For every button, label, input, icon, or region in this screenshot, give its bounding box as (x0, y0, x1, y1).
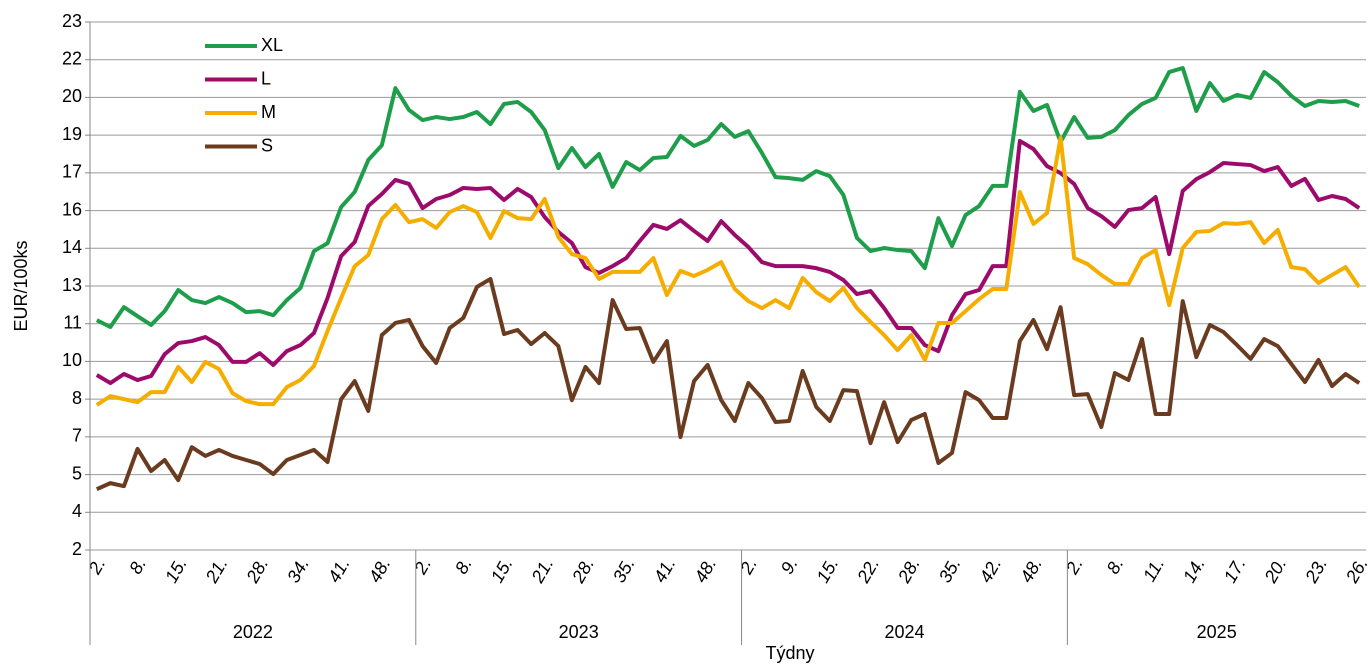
y-tick-label: 17 (62, 162, 82, 182)
x-tick-label: 22. (853, 554, 883, 587)
series-line (95, 138, 1361, 386)
y-tick-label: 16 (62, 199, 82, 219)
x-tick-label: 48. (365, 554, 395, 586)
y-tick-label: 8 (72, 388, 82, 408)
x-tick-label: 9. (777, 554, 802, 577)
x-tick-label: 26. (1341, 554, 1368, 587)
x-axis-label: Týdny (765, 643, 814, 663)
x-tick-label: 23. (1301, 554, 1331, 587)
x-tick-label: 35. (609, 554, 639, 586)
series-line (95, 66, 1360, 329)
x-tick-label: 28. (568, 554, 598, 587)
y-tick-label: 10 (62, 350, 82, 370)
series-line (95, 276, 1361, 491)
y-tick-label: 13 (62, 275, 82, 295)
legend-label: M (261, 102, 276, 122)
y-tick-label: 14 (62, 237, 82, 257)
x-tick-label: 11. (1139, 554, 1168, 585)
x-group-label: 2025 (1197, 622, 1237, 642)
x-tick-label: 28. (242, 554, 272, 587)
x-tick-label: 2. (736, 554, 761, 578)
x-group-label: 2024 (884, 622, 924, 642)
x-tick-label: 15. (161, 554, 191, 586)
legend-label: XL (261, 35, 283, 55)
x-tick-label: 41. (324, 554, 354, 586)
legend-label: L (261, 68, 271, 88)
x-tick-label: 21. (201, 554, 231, 587)
x-tick-label: 2. (1061, 554, 1086, 578)
x-tick-label: 15. (487, 554, 517, 586)
x-group-label: 2022 (233, 622, 273, 642)
x-tick-label: 2. (410, 554, 435, 578)
x-tick-label: 8. (125, 554, 150, 577)
x-tick-label: 2. (84, 554, 109, 578)
x-tick-label: 17. (1220, 554, 1250, 586)
y-tick-label: 5 (72, 463, 82, 483)
x-tick-label: 8. (451, 554, 476, 577)
x-tick-label: 42. (975, 554, 1005, 586)
y-axis-label: EUR/100ks (11, 240, 31, 331)
x-tick-label: 35. (935, 554, 965, 586)
x-tick-label: 28. (893, 554, 923, 587)
x-tick-label: 20. (1260, 554, 1290, 587)
y-tick-label: 11 (63, 312, 82, 332)
x-tick-label: 14. (1179, 554, 1209, 586)
y-tick-label: 2 (72, 539, 82, 559)
x-tick-label: 8. (1103, 554, 1128, 577)
x-group-label: 2023 (559, 622, 599, 642)
y-tick-label: 23 (62, 11, 82, 31)
y-tick-label: 4 (72, 501, 82, 521)
series-line (95, 135, 1361, 407)
x-tick-label: 41. (650, 554, 680, 586)
legend-label: S (261, 135, 273, 155)
x-tick-label: 15. (813, 554, 843, 586)
x-tick-label: 21. (527, 554, 557, 587)
x-tick-label: 34. (283, 554, 313, 586)
y-tick-label: 19 (62, 124, 82, 144)
y-tick-label: 22 (62, 48, 82, 68)
x-tick-label: 48. (690, 554, 720, 586)
y-tick-label: 20 (62, 86, 82, 106)
x-tick-label: 48. (1016, 554, 1046, 586)
y-tick-label: 7 (72, 426, 82, 446)
